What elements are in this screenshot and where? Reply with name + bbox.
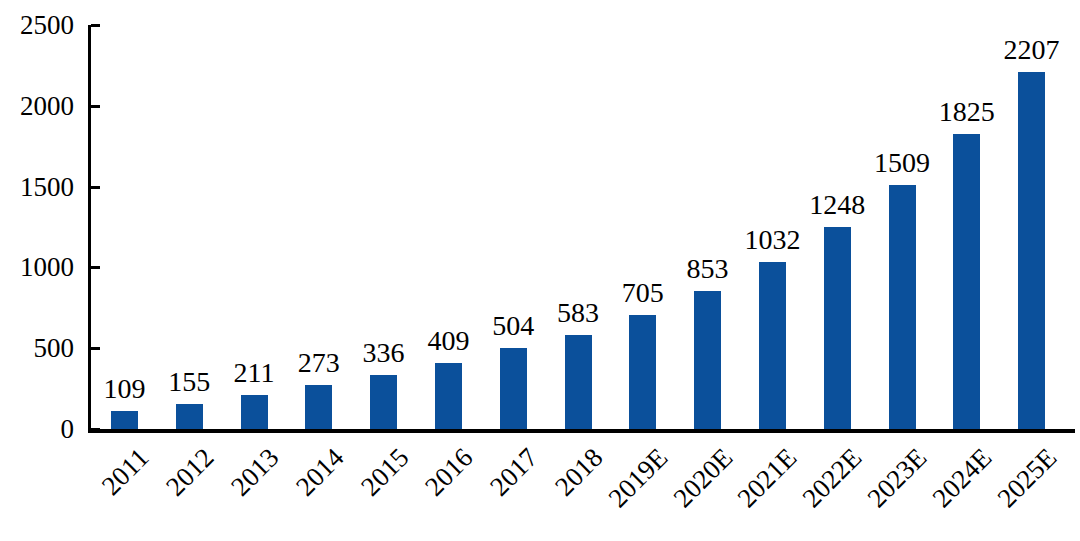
bar [241, 395, 268, 429]
y-tick-label: 500 [0, 332, 74, 364]
bar [305, 385, 332, 429]
bar [111, 411, 138, 429]
bar-chart: 05001000150020002500 1091552112733364095… [0, 0, 1080, 541]
y-tick-label: 1500 [0, 171, 74, 203]
bar-value-label: 853 [638, 254, 778, 284]
y-tick-mark [91, 428, 100, 431]
bar [953, 134, 980, 429]
bar [759, 262, 786, 429]
bar-value-label: 1825 [897, 97, 1037, 127]
y-tick-mark [91, 105, 100, 108]
y-tick-mark [91, 266, 100, 269]
bar-value-label: 1032 [702, 225, 842, 255]
y-tick-label: 2500 [0, 9, 74, 41]
bar [500, 348, 527, 429]
bar [629, 315, 656, 429]
y-tick-mark [91, 186, 100, 189]
y-tick-mark [91, 347, 100, 350]
y-tick-mark [91, 24, 100, 27]
y-tick-label: 2000 [0, 90, 74, 122]
y-axis-line [88, 25, 91, 433]
y-tick-label: 1000 [0, 251, 74, 283]
bar [565, 335, 592, 429]
bar-value-label: 1509 [832, 148, 972, 178]
x-axis-line [88, 429, 1075, 433]
bar [370, 375, 397, 429]
bar-value-label: 2207 [962, 35, 1080, 65]
bar [694, 291, 721, 429]
bar [824, 227, 851, 429]
bar [435, 363, 462, 429]
y-tick-label: 0 [0, 413, 74, 445]
bar [889, 185, 916, 429]
bar [176, 404, 203, 429]
bar-value-label: 1248 [767, 190, 907, 220]
